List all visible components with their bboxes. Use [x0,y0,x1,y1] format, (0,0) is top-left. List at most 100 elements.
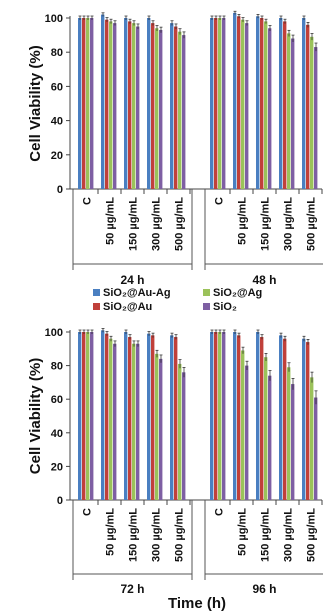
bar [214,332,218,500]
bar [287,33,291,189]
bar [260,18,264,189]
bar [151,23,155,189]
legend-label: SiO₂@Au-Ag [103,287,171,299]
bar [268,375,272,500]
category-label: 150 µg/mL [128,508,140,562]
bar [279,18,283,189]
category-label: 50 µg/mL [237,508,249,556]
bar [314,47,318,189]
bottom-panel: Cell Viability (%) 0 20 40 60 80 100 C 50 µg/mL 1… [27,327,323,596]
bar [147,18,151,189]
bar [291,38,295,189]
bar [314,397,318,500]
bar [155,353,159,500]
legend-swatch [93,289,100,296]
bar [178,363,182,500]
category-label: C [82,508,94,516]
y-tick-label: 40 [51,116,63,128]
category-label: 150 µg/mL [260,508,272,562]
legend-label: SiO₂ [213,301,237,313]
y-tick-label: 40 [51,428,63,440]
bar [82,18,86,189]
bar [174,26,178,189]
category-label: 500 µg/mL [174,508,186,562]
legend-label: SiO₂@Ag [213,287,262,299]
category-label: C [214,508,226,516]
bar [233,332,237,500]
bar [132,23,136,189]
bar [237,16,241,190]
legend-swatch [93,303,100,310]
legend-swatch [203,289,210,296]
bar [124,18,128,189]
bar [264,21,268,190]
bar [113,343,117,500]
bar [302,18,306,189]
bar [170,23,174,189]
bar [182,372,186,500]
bar [155,28,159,190]
bar [306,24,310,190]
bar [264,357,268,500]
bar [245,365,249,500]
bar [283,338,287,500]
y-tick-label: 80 [51,361,63,373]
bar [86,18,90,189]
bar [174,337,178,500]
y-tick-label: 100 [45,327,63,339]
bar [279,335,283,500]
x-axis-title: Time (h) [168,595,226,612]
category-label: C [214,197,226,205]
bar [218,18,222,189]
bar [78,332,82,500]
bar [283,21,287,190]
bar [90,332,94,500]
bar [256,16,260,190]
legend: SiO₂@Au-Ag SiO₂@Ag SiO₂@Au SiO₂ [93,287,262,313]
bar [291,384,295,500]
bar [310,36,314,190]
bar [222,332,226,500]
bar [151,335,155,500]
bar [128,21,132,190]
y-tick-label: 20 [51,461,63,473]
bar [260,337,264,500]
bar [218,332,222,500]
bar [287,367,291,500]
bar [82,332,86,500]
bar [136,343,140,500]
bar [132,343,136,500]
group-label: 48 h [252,273,276,287]
bar [105,19,109,190]
bar [241,19,245,190]
category-label: 150 µg/mL [128,197,140,251]
bar [113,23,117,189]
bar [105,333,109,500]
group-label: 72 h [120,582,144,596]
legend-swatch [203,303,210,310]
category-label: 500 µg/mL [306,508,318,562]
y-tick-label: 20 [51,150,63,162]
category-label: 500 µg/mL [306,197,318,251]
bar [222,18,226,189]
y-tick-label: 60 [51,394,63,406]
y-tick-label: 100 [45,13,63,25]
category-label: 300 µg/mL [151,508,163,562]
y-tick-label: 0 [57,184,63,196]
bar [233,12,237,190]
bar [306,342,310,500]
bar [256,332,260,500]
category-label: 150 µg/mL [260,197,272,251]
bar [178,31,182,190]
bar [78,18,82,189]
bar [86,332,90,500]
bar [310,377,314,500]
bar [302,338,306,500]
bar [109,338,113,500]
y-axis-title: Cell Viability (%) [27,358,44,474]
bar [182,35,186,189]
bar [136,26,140,189]
y-tick-label: 80 [51,47,63,59]
category-label: 300 µg/mL [283,508,295,562]
